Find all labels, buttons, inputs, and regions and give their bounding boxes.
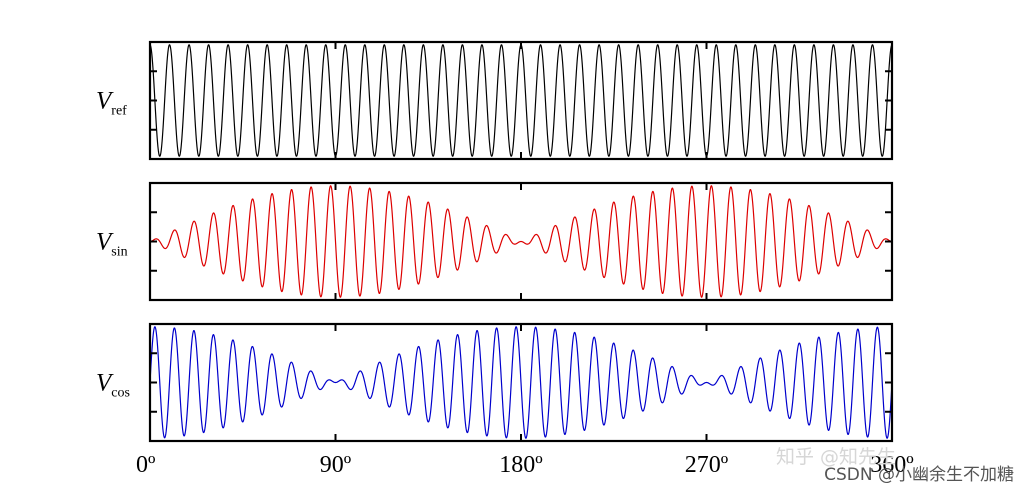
series-line-ref xyxy=(149,44,893,157)
y-axis-label-cos: Vcos xyxy=(96,370,130,401)
x-tick-label: 0º xyxy=(136,452,156,478)
panel-sin: Vsin xyxy=(96,181,894,302)
series-line-sin xyxy=(149,185,893,298)
x-tick-label: 270º xyxy=(685,452,729,478)
watermark-zhihu: 知乎 @知先生 xyxy=(776,446,897,468)
x-tick-label: 180º xyxy=(499,452,543,478)
y-axis-label-sin: Vsin xyxy=(96,229,128,260)
panel-cos: Vcos xyxy=(96,322,894,443)
watermark-csdn: CSDN @小幽余生不加糖 xyxy=(824,465,1014,485)
series-line-cos xyxy=(149,326,893,439)
x-axis: 0º 90º 180º 270º 360º xyxy=(136,452,914,478)
panels: Vref Vsin Vcos xyxy=(96,40,894,443)
x-tick-label: 90º xyxy=(320,452,352,478)
y-axis-label-ref: Vref xyxy=(96,88,127,119)
plot-frame-ref xyxy=(148,40,894,161)
panel-ref: Vref xyxy=(96,40,894,161)
x-tick-label: 360º xyxy=(870,452,914,478)
